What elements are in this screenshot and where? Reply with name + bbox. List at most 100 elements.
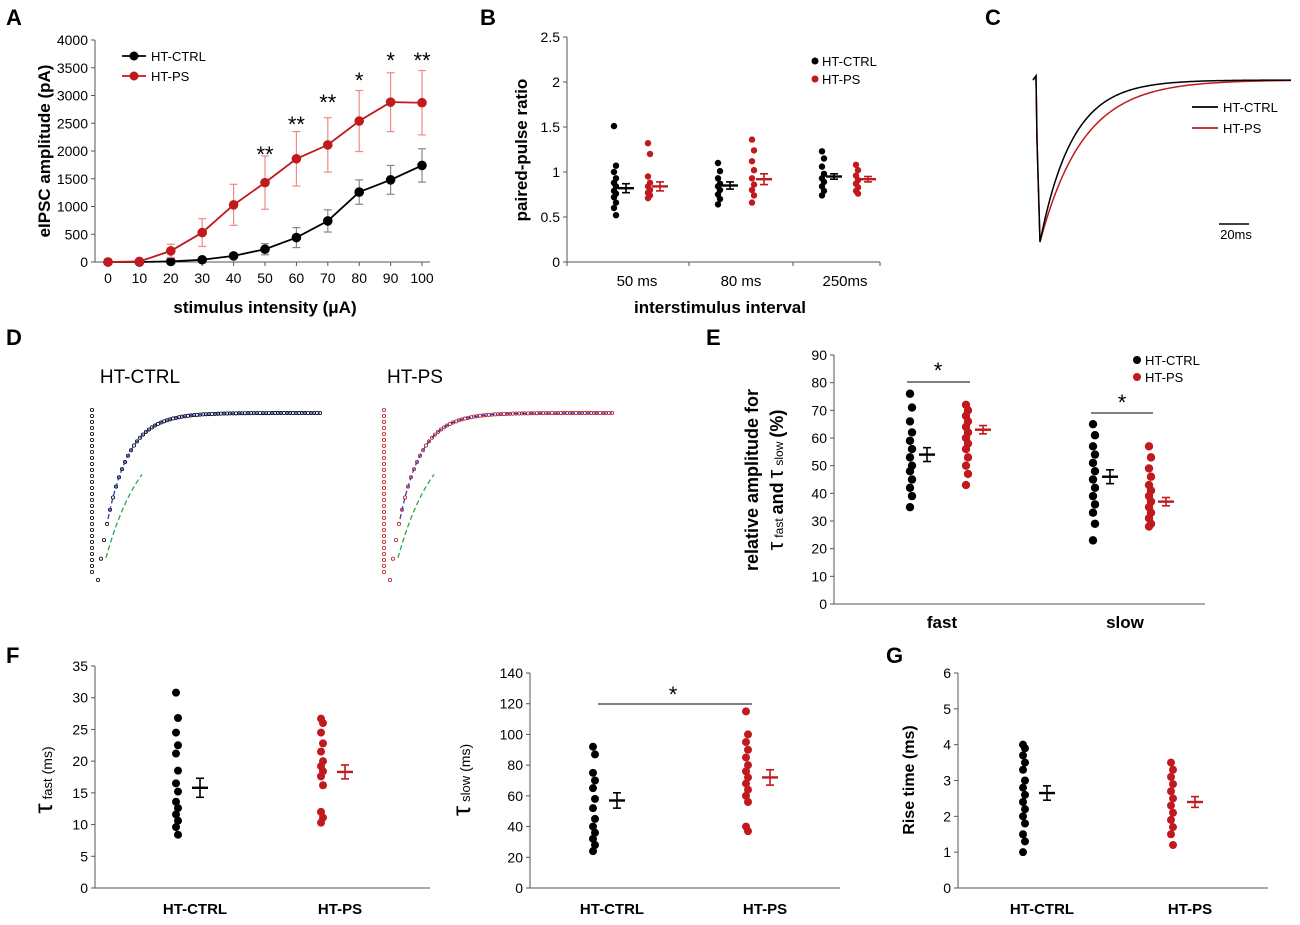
panel-f1-ps-point — [317, 747, 325, 756]
panel-e-ps-point — [1144, 464, 1154, 473]
panel-d-ctrl-data-point — [90, 473, 95, 478]
panel-f2-ps-point — [744, 827, 752, 836]
panel-d-ps-data-point — [381, 503, 386, 508]
panel-d-ps-data-point — [381, 473, 386, 478]
panel-a-y-tick-label: 500 — [65, 226, 89, 242]
panel-d-ps-data-point — [381, 558, 386, 563]
panel-a-x-tick-label: 60 — [289, 270, 305, 286]
panel-b-ctrl-point — [818, 192, 826, 199]
panel-b-ps-point — [854, 167, 862, 174]
panel-f2-ps-point — [744, 798, 752, 806]
panel-b-ctrl-point — [716, 195, 724, 203]
panel-d-ctrl-data-point — [102, 538, 107, 543]
panel-f2-category-label: HT-CTRL — [580, 901, 644, 918]
panel-f2-ps-point — [744, 761, 752, 770]
panel-f2-y-tick-label: 20 — [507, 849, 523, 865]
panel-g-ctrl-point — [1021, 819, 1029, 828]
panel-e-ps-point — [1144, 522, 1154, 531]
panel-d-ps-data-point — [396, 521, 401, 526]
panel-d-ctrl-data-point — [90, 546, 95, 551]
panel-g-ps-point — [1167, 772, 1175, 781]
panel-a-significance-marker: ** — [319, 90, 337, 115]
panel-d-ps-data-point — [381, 528, 386, 533]
panel-e-ps-point — [961, 480, 971, 490]
panel-d-ctrl-data-point — [90, 570, 95, 575]
panel-b-x-axis-label: interstimulus interval — [634, 298, 806, 317]
panel-d-ps-data-point — [381, 534, 386, 539]
panel-a-ps-point — [354, 116, 365, 126]
panel-e-ctrl-point — [907, 403, 917, 412]
panel-g-y-tick-label: 2 — [943, 808, 951, 824]
panel-f2-ps-point — [742, 753, 750, 762]
panel-letter-c: C — [985, 5, 1001, 30]
panel-g-ps-point — [1167, 758, 1175, 767]
panel-f1-y-axis-label: τ fast (ms) — [28, 746, 58, 813]
panel-d-ctrl-data-point — [90, 516, 95, 521]
panel-f2-y-tick-label: 80 — [507, 757, 523, 773]
panel-g-ctrl-point — [1021, 837, 1029, 846]
panel-f1-y-label-part: (ms) — [39, 746, 55, 774]
panel-c-ctrl-trace — [1032, 73, 1292, 243]
panel-a-x-tick-label: 90 — [383, 270, 399, 286]
panel-e-y-tick-label: 10 — [811, 568, 827, 584]
panel-d-ps-data-point — [381, 491, 386, 496]
panel-d-ps-data-point — [381, 467, 386, 472]
panel-g-ctrl-point — [1019, 765, 1027, 774]
panel-b-ps-point — [748, 199, 756, 206]
panel-a-ctrl-point — [260, 244, 270, 255]
panel-g-ps-point — [1167, 830, 1175, 839]
panel-e-ps-point — [1144, 442, 1154, 451]
panel-a-significance-marker: ** — [413, 48, 431, 73]
panel-f2-ps-point — [744, 745, 752, 754]
panel-d-ctrl-data-point — [90, 509, 95, 514]
panel-f1-ctrl-point — [174, 804, 182, 813]
panel-d-ps-data-point — [402, 495, 407, 500]
panel-f2-y-tick-label: 140 — [500, 665, 524, 681]
panel-e-ctrl-point — [1090, 500, 1100, 509]
panel-g-y-tick-label: 3 — [943, 773, 951, 789]
panel-d-ctrl-data-point — [90, 534, 95, 539]
panel-d-ctrl-data-point — [134, 439, 139, 444]
panel-f1-ps-point — [319, 719, 327, 728]
panel-d-ctrl-data-point — [90, 455, 95, 460]
panel-g-ctrl-point — [1021, 776, 1029, 785]
panel-b-ctrl-point — [714, 201, 722, 208]
panel-f1-y-label-part: fast — [40, 778, 55, 799]
panel-g-ps-point — [1169, 780, 1177, 789]
panel-f1-ps-point — [317, 728, 325, 737]
panel-d-ctrl-data-point — [137, 435, 142, 440]
panel-f-tau-slow-chart: 0 20 40 60 80 100 120 140 HT-CTRL HT-PS τ slow (ms) * — [446, 665, 840, 918]
panel-d-ps-data-point — [381, 479, 386, 484]
panel-d-ps-data-point — [426, 439, 431, 444]
panel-d-ctrl-data-point — [146, 427, 151, 432]
panel-d-ps-title: HT-PS — [387, 367, 443, 388]
panel-d-ps-data-point — [381, 449, 386, 454]
panel-f2-ps-point — [742, 791, 750, 800]
panel-f2-ctrl-point — [589, 784, 597, 793]
panel-f2-y-axis-label: τ slow (ms) — [446, 744, 476, 816]
panel-b-y-tick-label: 0.5 — [541, 209, 561, 225]
panel-e-ctrl-point — [1088, 419, 1098, 429]
panel-g-ctrl-point — [1021, 744, 1029, 753]
panel-d-ctrl-data-point — [90, 449, 95, 454]
panel-e-legend-ctrl-marker — [1133, 356, 1141, 364]
panel-g-ctrl-point — [1019, 848, 1027, 857]
panel-d-ctrl-data-point — [90, 558, 95, 563]
panel-d-ps-data-point — [381, 516, 386, 521]
panel-f2-y-label-part: slow — [458, 775, 473, 802]
panel-b-ctrl-point — [610, 122, 618, 130]
panel-g-ctrl-point — [1019, 812, 1027, 821]
panel-b-ps-point — [748, 136, 756, 143]
panel-d-ps-fit-slow — [399, 412, 613, 520]
panel-d-ctrl-data-point — [90, 503, 95, 508]
panel-b-y-tick-label: 1 — [552, 164, 560, 180]
panel-b-legend-ctrl-marker — [811, 57, 819, 65]
panel-d-ctrl-data-point — [90, 528, 95, 533]
panel-e-ps-point — [961, 461, 971, 470]
panel-f-tau-fast-chart: 0 5 10 15 20 25 30 35 HT-CTRL HT-PS τ fast (ms) — [28, 658, 430, 918]
panel-f1-y-tick-label: 35 — [72, 658, 88, 674]
panel-a-x-tick-label: 80 — [351, 270, 367, 286]
panel-b-ps-point — [750, 147, 758, 154]
panel-g-y-axis-label: Rise time (ms) — [901, 725, 918, 834]
